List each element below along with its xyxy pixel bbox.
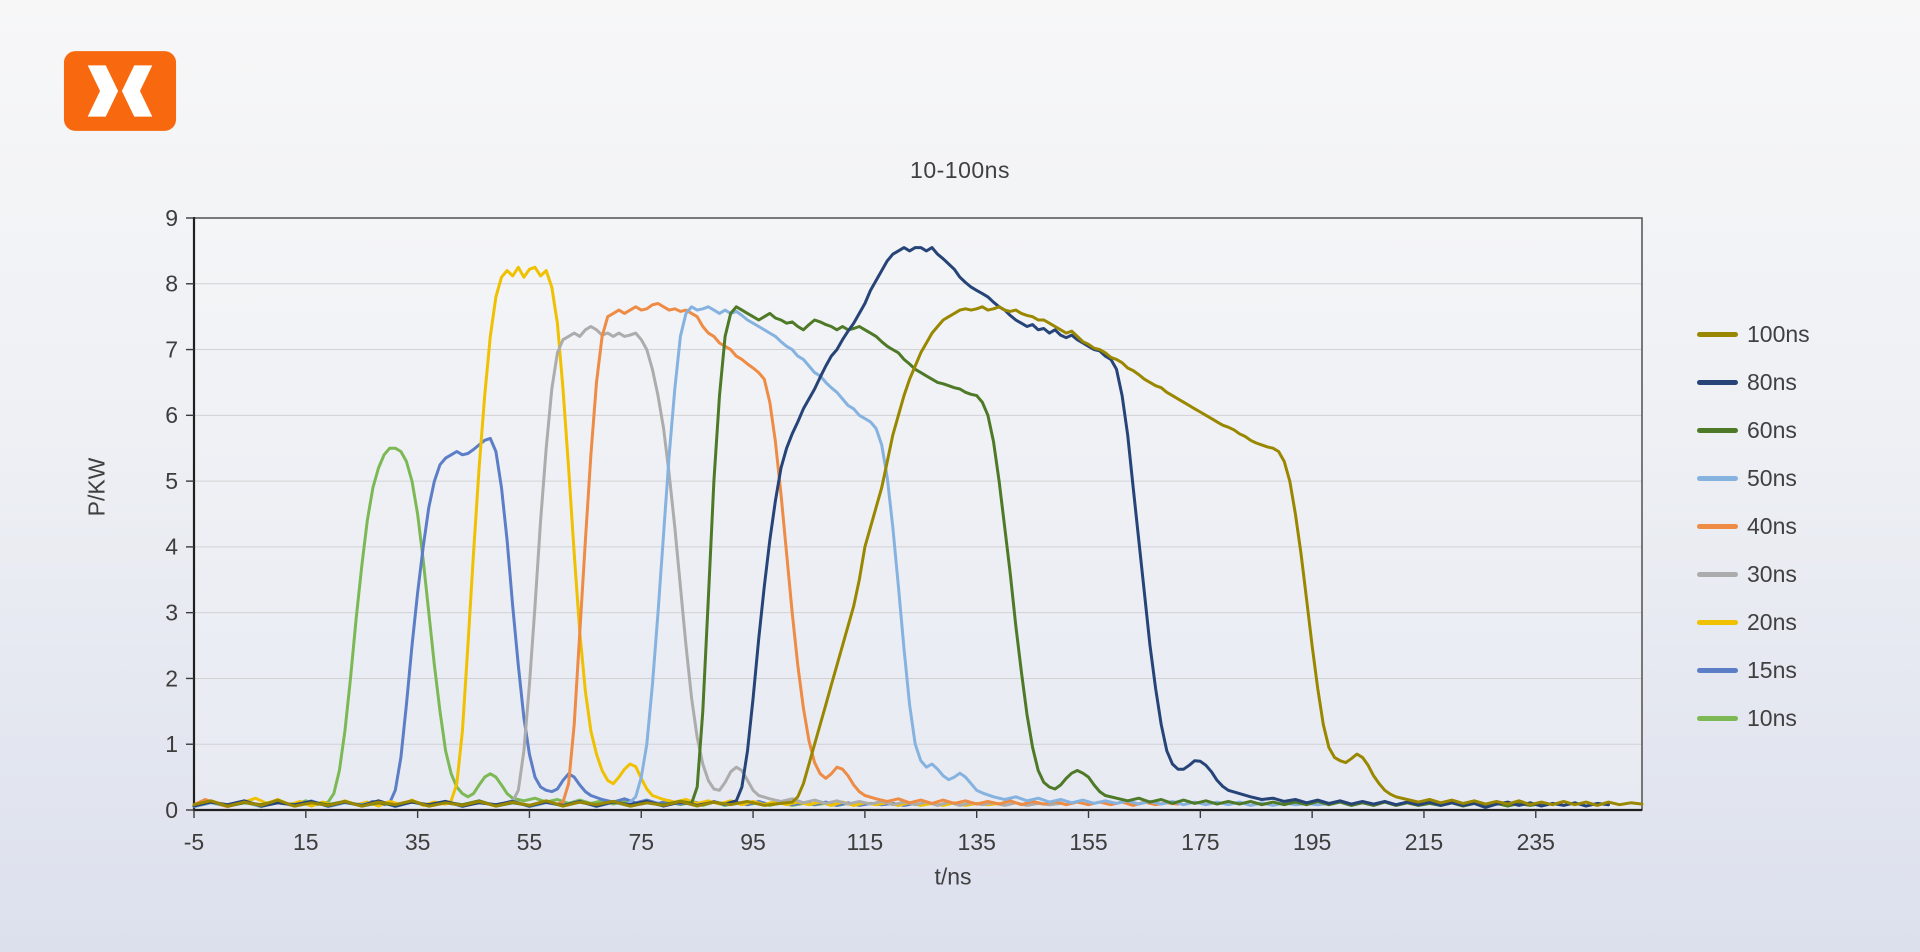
x-tick-label: 115 [847, 829, 884, 855]
y-tick-label: 1 [165, 731, 178, 757]
x-axis-tick-labels: -5 15 35 55 75 95 115 135 155 175 195 215 235 [184, 829, 1555, 855]
x-tick-label: 75 [628, 829, 654, 855]
y-tick-label: 2 [165, 665, 178, 691]
x-tick-label: 35 [405, 829, 431, 855]
legend-item-40ns: 40ns [1697, 502, 1810, 550]
series-path-100ns [192, 305, 1644, 808]
chart-legend: 100ns 80ns 60ns 50ns 40ns 30ns 20ns 15ns 10ns [1697, 310, 1810, 742]
legend-swatch-15ns [1697, 667, 1738, 673]
legend-label: 80ns [1747, 368, 1797, 395]
y-tick-label: 7 [165, 336, 178, 362]
legend-swatch-60ns [1697, 427, 1738, 433]
x-axis-title: t/ns [934, 863, 972, 890]
tick-marks [186, 217, 1537, 818]
legend-item-50ns: 50ns [1697, 454, 1810, 502]
x-tick-label: 195 [1293, 829, 1331, 855]
y-tick-label: 4 [165, 534, 178, 560]
y-tick-label: 8 [165, 271, 178, 297]
series-path-20ns [192, 265, 1001, 808]
legend-swatch-50ns [1697, 475, 1738, 481]
legend-label: 30ns [1747, 560, 1797, 587]
x-tick-label: 175 [1181, 829, 1219, 855]
legend-label: 40ns [1747, 512, 1797, 539]
y-gridlines [194, 283, 1642, 745]
y-tick-label: 9 [165, 205, 178, 231]
chevron-left-icon [121, 65, 153, 117]
legend-swatch-10ns [1697, 715, 1738, 721]
y-axis-title: P/KW [83, 457, 110, 517]
legend-swatch-20ns [1697, 619, 1738, 625]
legend-item-30ns: 30ns [1697, 550, 1810, 598]
legend-label: 20ns [1747, 608, 1797, 635]
x-tick-label: 15 [293, 829, 319, 855]
brand-logo-icon [63, 51, 177, 131]
legend-item-20ns: 20ns [1697, 598, 1810, 646]
y-tick-label: 0 [165, 797, 178, 823]
y-tick-label: 6 [165, 402, 178, 428]
legend-label: 60ns [1747, 416, 1797, 443]
y-axis-tick-labels: 0 1 2 3 4 5 6 7 8 9 [165, 205, 178, 823]
y-tick-label: 5 [165, 468, 178, 494]
x-tick-label: 95 [740, 829, 766, 855]
x-tick-label: 155 [1069, 829, 1107, 855]
legend-swatch-30ns [1697, 571, 1738, 577]
x-tick-label: -5 [184, 829, 204, 855]
legend-swatch-40ns [1697, 523, 1738, 529]
x-tick-label: 235 [1517, 829, 1555, 855]
legend-label: 10ns [1747, 704, 1797, 731]
legend-swatch-100ns [1697, 331, 1738, 337]
legend-label: 50ns [1747, 464, 1797, 491]
legend-label: 100ns [1747, 320, 1810, 347]
x-tick-label: 215 [1405, 829, 1443, 855]
legend-item-10ns: 10ns [1697, 694, 1810, 742]
legend-label: 15ns [1747, 656, 1797, 683]
chevron-right-icon [87, 65, 119, 117]
plot-area [194, 218, 1642, 810]
x-tick-label: 55 [517, 829, 543, 855]
x-tick-label: 135 [958, 829, 996, 855]
legend-item-100ns: 100ns [1697, 310, 1810, 358]
chart-title: 10-100ns [910, 157, 1010, 183]
legend-item-15ns: 15ns [1697, 646, 1810, 694]
legend-swatch-80ns [1697, 379, 1738, 385]
y-tick-label: 3 [165, 599, 178, 625]
series-lines [192, 246, 1644, 809]
axis-lines [192, 217, 1642, 812]
legend-item-60ns: 60ns [1697, 406, 1810, 454]
legend-item-80ns: 80ns [1697, 358, 1810, 406]
